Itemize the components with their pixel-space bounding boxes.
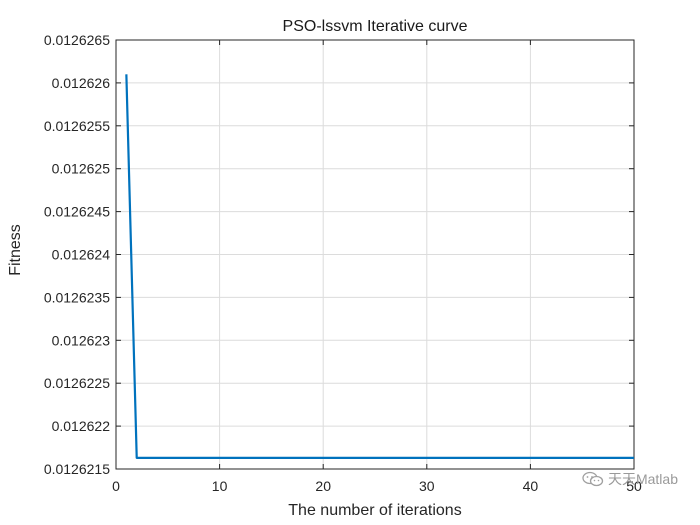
x-tick-label: 50 [626, 478, 642, 494]
y-tick-label: 0.0126225 [44, 375, 110, 391]
y-tick-label: 0.012622 [52, 418, 111, 434]
x-tick-label: 20 [315, 478, 331, 494]
x-tick-label: 10 [212, 478, 228, 494]
y-tick-label: 0.0126265 [44, 32, 110, 48]
y-tick-label: 0.012624 [52, 247, 111, 263]
y-tick-label: 0.0126245 [44, 204, 110, 220]
grid-lines [116, 40, 634, 469]
watermark-text: 天天Matlab [607, 471, 678, 487]
chart-title: PSO-lssvm Iterative curve [283, 18, 468, 35]
y-tick-label: 0.012623 [52, 332, 111, 348]
y-tick-label: 0.0126215 [44, 461, 110, 477]
axis-ticks: 0 10 20 30 40 50 0.0126215 0.012622 0.0126225 0.0… [44, 32, 642, 494]
y-tick-label: 0.012625 [52, 161, 111, 177]
x-tick-label: 0 [112, 478, 120, 494]
x-tick-label: 40 [523, 478, 539, 494]
y-tick-label: 0.0126255 [44, 118, 110, 134]
wechat-icon [582, 471, 604, 487]
series-layer [125, 74, 634, 459]
y-tick-label: 0.0126235 [44, 289, 110, 305]
series-line [125, 74, 634, 459]
y-tick-label: 0.012626 [52, 75, 111, 91]
x-tick-label: 30 [419, 478, 435, 494]
y-axis-label: Fitness [7, 224, 24, 276]
x-axis-label: The number of iterations [288, 502, 461, 519]
watermark: 天天Matlab [582, 469, 678, 489]
